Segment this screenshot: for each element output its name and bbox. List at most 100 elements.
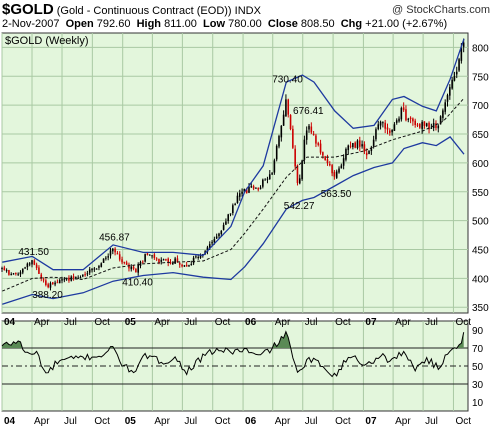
candle-body: [28, 263, 31, 265]
candle-body: [328, 163, 331, 166]
candle-body: [423, 121, 426, 126]
candle-body: [315, 135, 317, 144]
candle-body: [137, 264, 139, 273]
candle-body: [229, 213, 232, 215]
candle-body: [155, 258, 158, 260]
candle-body: [5, 270, 8, 272]
candle-body: [275, 145, 278, 160]
candle-body: [303, 139, 306, 160]
candle-body: [88, 269, 91, 273]
candle-body: [21, 268, 24, 273]
price-panel: [1, 32, 469, 314]
candle-body: [268, 174, 271, 180]
candle-body: [421, 121, 423, 129]
candle-body: [301, 160, 303, 180]
candle-body: [462, 42, 465, 47]
candle-body: [298, 178, 301, 184]
candle-body: [31, 260, 33, 265]
exchange: INDX: [234, 5, 261, 17]
candle-body: [338, 168, 340, 173]
candle-body: [169, 262, 172, 264]
price-annotation-label: 410.40: [122, 277, 153, 288]
candle-body: [354, 142, 356, 148]
open-value: 792.60: [96, 18, 131, 30]
candle-body: [225, 221, 227, 225]
candle-body: [26, 263, 29, 268]
candle-body: [375, 129, 377, 140]
candle-body: [24, 267, 26, 269]
candle-body: [123, 261, 126, 263]
candle-body: [3, 267, 6, 271]
candle-body: [35, 264, 38, 268]
candle-body: [248, 186, 250, 193]
candle-body: [252, 186, 255, 189]
candle-body: [405, 109, 407, 121]
price-y-tick-label: 800: [472, 43, 489, 54]
candle-body: [218, 233, 220, 237]
price-y-tick-label: 700: [472, 101, 489, 112]
candle-body: [102, 258, 105, 263]
bollinger-upper-line: [2, 38, 465, 271]
candle-body: [289, 115, 292, 130]
candle-body: [33, 260, 36, 265]
candle-body: [58, 280, 61, 284]
candle-body: [391, 129, 393, 133]
candle-body: [227, 214, 230, 222]
candle-body: [151, 255, 153, 257]
candle-body: [114, 248, 116, 253]
candle-body: [271, 173, 273, 175]
chg-label: Chg: [340, 18, 363, 30]
candle-body: [174, 258, 176, 264]
candle-body: [232, 205, 234, 214]
candle-body: [319, 143, 322, 153]
candle-body: [172, 262, 174, 265]
candle-body: [437, 125, 440, 129]
rsi-x-tick-label: Oct: [455, 416, 471, 427]
candle-body: [439, 116, 442, 125]
candle-body: [266, 178, 269, 180]
price-y-tick-label: 350: [472, 303, 489, 314]
candle-body: [84, 274, 86, 276]
candle-body: [264, 179, 266, 181]
candle-body: [100, 263, 103, 267]
candle-body: [414, 120, 416, 125]
price-x-tick-label: Jul: [305, 317, 318, 328]
candle-body: [296, 165, 299, 183]
candle-body: [340, 165, 343, 169]
candle-body: [322, 152, 324, 156]
price-x-tick-label: Apr: [34, 317, 50, 328]
candle-body: [112, 248, 114, 252]
candle-body: [312, 133, 315, 136]
candle-body: [368, 150, 370, 154]
candle-body: [153, 254, 156, 258]
candle-body: [342, 158, 345, 166]
candle-body: [98, 266, 100, 268]
candle-body: [285, 99, 287, 117]
candle-body: [17, 273, 19, 275]
candle-body: [442, 110, 444, 118]
candle-body: [222, 224, 225, 230]
rsi-x-tick-label: Oct: [215, 416, 231, 427]
instrument-name: (Gold - Continuous Contract (EOD)): [56, 5, 232, 17]
candle-body: [190, 263, 193, 266]
candle-body: [238, 193, 241, 197]
low-label: Low: [203, 18, 226, 30]
price-y-tick-label: 400: [472, 274, 489, 285]
rsi-x-tick-label: 07: [365, 416, 377, 427]
candle-body: [250, 186, 253, 188]
candle-body: [280, 125, 283, 138]
candle-body: [384, 122, 386, 129]
candle-body: [68, 277, 70, 281]
candle-body: [139, 261, 142, 266]
candle-body: [42, 279, 45, 281]
candle-body: [47, 284, 49, 288]
rsi-x-tick-label: Jul: [184, 416, 197, 427]
price-x-tick-label: Oct: [335, 317, 351, 328]
rsi-x-tick-label: Apr: [154, 416, 170, 427]
candle-body: [188, 265, 190, 267]
high-value: 811.00: [164, 18, 197, 30]
candle-body: [121, 259, 123, 263]
candle-body: [72, 276, 75, 278]
candle-body: [449, 87, 451, 96]
price-x-tick-label: 04: [4, 317, 16, 328]
